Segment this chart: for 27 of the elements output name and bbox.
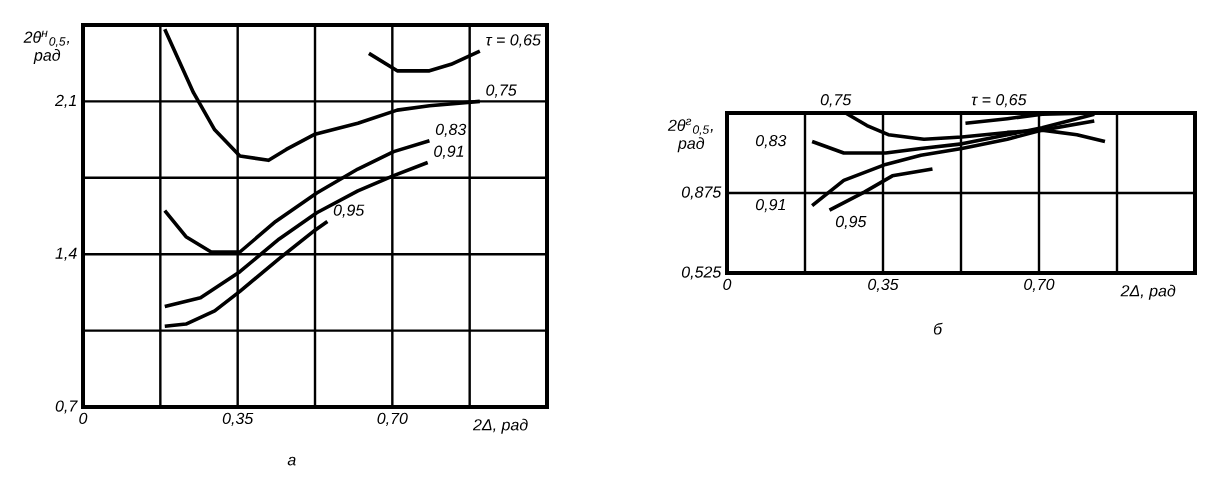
series-label: 0,83 — [755, 134, 787, 149]
y-axis-title: 2θ$^{н}$$_{0,5}$, рад — [23, 30, 70, 65]
series-label: 0,91 — [434, 145, 464, 159]
x-tick-label: 0,35 — [222, 412, 254, 426]
y-tick-label: 0,525 — [681, 266, 722, 280]
series-label: 0,95 — [333, 204, 365, 218]
series-label: τ = 0,65 — [486, 34, 541, 48]
series-label: 0,83 — [435, 123, 467, 137]
series-label: 0,95 — [835, 215, 867, 230]
y-tick-label: 1,4 — [55, 247, 77, 261]
y-tick-label: 0,7 — [55, 400, 78, 414]
y-tick-label: 2,1 — [54, 94, 76, 108]
series-label: τ = 0,65 — [971, 94, 1027, 108]
series-label: 0,75 — [820, 94, 852, 108]
x-axis-title: 2Δ, рад — [1120, 284, 1176, 300]
x-tick-label: 0,35 — [868, 278, 899, 292]
y-tick-label: 0,875 — [681, 186, 722, 200]
series-label: 0,91 — [755, 198, 786, 213]
text: б — [933, 322, 943, 335]
x-axis-title: 2Δ, рад — [472, 418, 528, 434]
x-tick-label: 0,70 — [1024, 278, 1055, 292]
y-axis-title: 2θ$^{г}$$_{0,5}$, рад — [667, 118, 713, 153]
x-tick-label: 0 — [723, 278, 732, 291]
x-tick-label: 0 — [79, 412, 88, 425]
x-tick-label: 0,70 — [377, 412, 408, 426]
text: а — [287, 456, 296, 466]
series-label: 0,75 — [486, 84, 517, 98]
